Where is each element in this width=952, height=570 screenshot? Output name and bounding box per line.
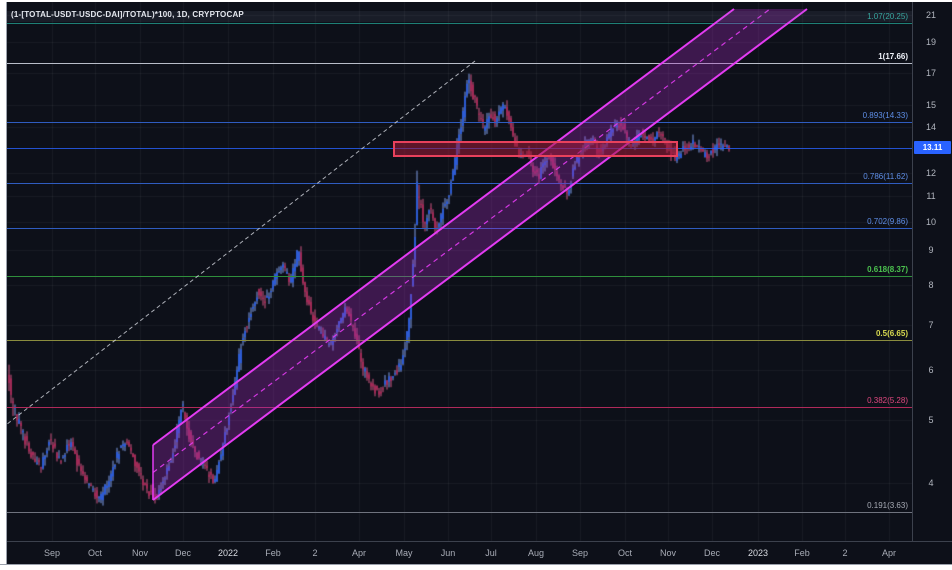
price-tick-4: 4 xyxy=(928,478,934,488)
time-tick-Nov: Nov xyxy=(131,548,148,558)
fib-label-0.702(9.86): 0.702(9.86) xyxy=(867,217,908,226)
fib-label-0.893(14.33): 0.893(14.33) xyxy=(862,111,908,120)
fib-line-1(17.66)[interactable] xyxy=(7,63,912,64)
price-tick-12: 12 xyxy=(925,168,936,178)
page-margin-bottom xyxy=(0,564,952,570)
time-tick-Sep: Sep xyxy=(43,548,60,558)
fib-line-0.702(9.86)[interactable] xyxy=(7,228,912,229)
time-tick-Apr: Apr xyxy=(881,548,896,558)
fib-label-0.5(6.65): 0.5(6.65) xyxy=(875,329,908,338)
time-axis[interactable]: Sep Oct Nov Dec 2022 Feb 2 Apr May Jun Jul Aug Sep Oc… xyxy=(7,541,952,565)
fib-line-0.5(6.65)[interactable] xyxy=(7,340,912,341)
page-margin-left xyxy=(0,0,7,570)
price-tick-14: 14 xyxy=(925,122,936,132)
fib-line-0.786(11.62)[interactable] xyxy=(7,183,912,184)
fib-label-0.191(3.63): 0.191(3.63) xyxy=(867,501,908,510)
time-tick-2: 2 xyxy=(842,548,848,558)
fib-label-0.618(8.37): 0.618(8.37) xyxy=(867,265,908,274)
price-tick-15: 15 xyxy=(925,100,936,110)
last-price-line xyxy=(7,148,912,149)
price-tick-10: 10 xyxy=(925,217,936,227)
time-tick-Jul: Jul xyxy=(485,548,497,558)
fib-label-1.07(20.25): 1.07(20.25) xyxy=(867,12,908,21)
fib-line-0.382(5.28)[interactable] xyxy=(7,407,912,408)
time-tick-Nov: Nov xyxy=(659,548,676,558)
price-tick-8: 8 xyxy=(928,280,934,290)
time-tick-Oct: Oct xyxy=(617,548,632,558)
price-tick-5: 5 xyxy=(928,415,934,425)
time-tick-Dec: Dec xyxy=(174,548,191,558)
last-price-badge: 13.11 xyxy=(914,141,951,155)
time-tick-Oct: Oct xyxy=(87,548,102,558)
time-tick-2: 2 xyxy=(312,548,318,558)
time-tick-Dec: Dec xyxy=(703,548,720,558)
time-tick-Feb: Feb xyxy=(265,548,281,558)
time-tick-2023: 2023 xyxy=(747,548,769,558)
time-tick-2022: 2022 xyxy=(217,548,239,558)
price-tick-21: 21 xyxy=(925,10,936,20)
price-tick-9: 9 xyxy=(928,245,934,255)
time-tick-May: May xyxy=(395,548,413,558)
fib-line-0.191(3.63)[interactable] xyxy=(7,512,912,513)
fib-label-1(17.66): 1(17.66) xyxy=(878,52,908,61)
fib-label-0.382(5.28): 0.382(5.28) xyxy=(867,396,908,405)
price-axis[interactable]: 13.11 21 19 17 15 14 12 11 10 9 8 7 6 5 4 xyxy=(912,2,952,541)
fib-line-1.07(20.25)[interactable] xyxy=(7,23,912,24)
price-tick-7: 7 xyxy=(928,320,934,330)
price-tick-17: 17 xyxy=(925,68,936,78)
price-tick-6: 6 xyxy=(928,365,934,375)
time-tick-Sep: Sep xyxy=(571,548,588,558)
fib-label-0.786(11.62): 0.786(11.62) xyxy=(863,172,908,181)
fib-line-0.893(14.33)[interactable] xyxy=(7,122,912,123)
price-tick-19: 19 xyxy=(925,37,936,47)
time-tick-Feb: Feb xyxy=(794,548,810,558)
time-tick-Apr: Apr xyxy=(351,548,366,558)
time-tick-Aug: Aug xyxy=(527,548,544,558)
price-tick-11: 11 xyxy=(926,191,936,201)
symbol-title: (1-[TOTAL-USDT-USDC-DAI]/TOTAL)*100, 1D,… xyxy=(11,10,244,19)
fib-line-0.618(8.37)[interactable] xyxy=(7,276,912,277)
time-tick-Jun: Jun xyxy=(440,548,456,558)
page-margin-top xyxy=(0,0,952,2)
symbol-legend[interactable]: (1-[TOTAL-USDT-USDC-DAI]/TOTAL)*100, 1D,… xyxy=(11,10,244,19)
